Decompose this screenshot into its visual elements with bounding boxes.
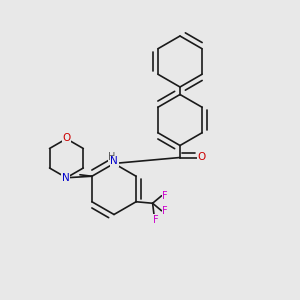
Text: N: N	[110, 156, 118, 167]
Text: F: F	[162, 206, 168, 216]
Text: O: O	[62, 133, 70, 143]
Text: F: F	[153, 215, 158, 225]
Text: H: H	[108, 152, 116, 162]
Text: F: F	[162, 191, 168, 201]
Text: O: O	[198, 152, 206, 162]
Text: N: N	[61, 173, 69, 183]
